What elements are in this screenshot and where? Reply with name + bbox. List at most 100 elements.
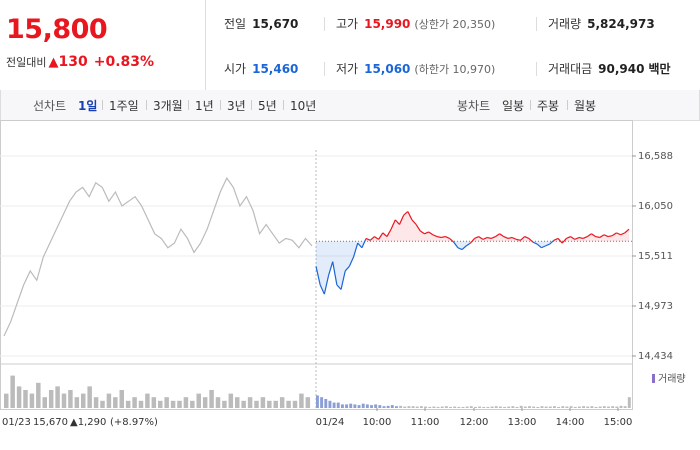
today-segment <box>369 236 375 241</box>
today-segment <box>611 232 617 237</box>
today-segment <box>507 236 513 240</box>
today-area <box>608 235 613 242</box>
volume-bar-prev <box>23 390 28 408</box>
today-segment <box>561 238 567 244</box>
stat-value: 15,670 <box>252 17 299 31</box>
volume-bar-today <box>490 406 494 408</box>
volume-bar-today <box>540 406 544 408</box>
price-chart: 16,588 16,050 15,511 14,973 14,434 거래량 01/24 10… <box>0 120 700 450</box>
period-tab-4[interactable]: 3년 <box>227 99 246 113</box>
stat-label: 시가 <box>224 62 247 76</box>
y-tick-label: 14,973 <box>638 301 673 312</box>
divider <box>251 100 252 110</box>
period-tab-5[interactable]: 5년 <box>258 99 277 113</box>
today-segment <box>411 219 417 225</box>
today-segment <box>332 261 338 285</box>
today-area <box>566 236 571 242</box>
volume-bar-today <box>419 406 423 408</box>
candle-tab-1[interactable]: 주봉 <box>537 99 560 113</box>
period-tab-1[interactable]: 1주일 <box>109 99 139 113</box>
period-tab-0[interactable]: 1일 <box>78 99 98 113</box>
today-segment <box>453 241 459 249</box>
period-tab-6[interactable]: 10년 <box>290 99 317 113</box>
today-segment <box>361 238 367 248</box>
volume-bar-today <box>370 405 373 408</box>
today-area <box>399 215 404 242</box>
today-segment <box>327 261 334 276</box>
volume-bar-today <box>457 406 461 408</box>
y-tick-label: 16,050 <box>638 201 673 212</box>
today-segment <box>382 232 388 238</box>
today-segment <box>424 231 429 235</box>
today-segment <box>474 236 480 239</box>
volume-bar-prev <box>209 390 214 408</box>
volume-bar-prev <box>61 393 67 408</box>
stat-sub: (상한가 20,350) <box>414 18 496 31</box>
volume-bar-prev <box>113 397 118 408</box>
candle-chart-label: 봉차트 <box>457 99 491 113</box>
today-area <box>324 241 329 295</box>
stat-low: 저가 15,060 (하한가 10,970) <box>336 60 495 77</box>
divider <box>567 100 568 110</box>
volume-bar-prev <box>267 400 272 408</box>
today-segment <box>574 236 580 240</box>
volume-bar-prev <box>228 393 234 408</box>
volume-bar-prev <box>247 397 253 408</box>
today-segment <box>511 236 517 240</box>
today-area <box>457 241 463 250</box>
today-segment <box>582 236 588 239</box>
volume-bar-today <box>557 406 561 408</box>
change-value: 130 <box>58 54 88 70</box>
stat-prev-close: 전일 15,670 <box>224 15 298 32</box>
stat-value: 90,940 <box>598 62 645 76</box>
y-tick-label: 14,434 <box>638 351 673 362</box>
today-segment <box>357 242 363 249</box>
volume-bar-prev <box>196 393 201 408</box>
today-segment <box>390 219 396 230</box>
volume-bar-prev <box>279 397 285 408</box>
period-tab-2[interactable]: 3개월 <box>153 99 183 113</box>
volume-bar-prev <box>292 400 298 408</box>
divider <box>324 62 325 76</box>
today-segment <box>319 284 325 295</box>
today-segment <box>566 236 571 239</box>
today-area <box>474 236 479 242</box>
volume-bar-today <box>602 406 606 408</box>
today-segment <box>465 242 471 247</box>
volume-bar-today <box>415 406 419 408</box>
today-area <box>583 236 588 242</box>
volume-bar-today <box>611 406 615 408</box>
today-segment <box>323 275 330 295</box>
stat-label: 거래량 <box>548 17 582 31</box>
volume-bar-today <box>432 406 436 408</box>
volume-bar-prev <box>68 390 73 408</box>
volume-bar-today <box>440 406 444 408</box>
candle-tab-2[interactable]: 월봉 <box>574 99 597 113</box>
volume-bar-today <box>565 406 569 408</box>
volume-bar-today <box>374 404 378 408</box>
x-tick-label: 01/24 <box>316 417 345 428</box>
today-segment <box>578 236 584 240</box>
today-segment <box>415 224 421 232</box>
today-segment <box>420 230 425 235</box>
stat-value: 15,460 <box>252 62 299 76</box>
today-segment <box>398 214 405 225</box>
volume-bar-prev <box>273 400 278 408</box>
plot-frame <box>0 120 633 410</box>
volume-bar-today <box>503 406 507 408</box>
today-segment <box>536 243 542 249</box>
candle-tab-0[interactable]: 일봉 <box>502 99 525 113</box>
y-tick-label: 15,511 <box>638 251 673 262</box>
volume-bar-today <box>424 406 428 408</box>
today-area <box>612 232 617 242</box>
today-segment <box>482 236 488 240</box>
today-segment <box>449 238 455 243</box>
today-segment <box>374 236 379 240</box>
volume-bar-today <box>378 405 382 408</box>
volume-bar-today <box>428 406 432 408</box>
volume-bar-today <box>519 405 523 408</box>
volume-bar-today <box>598 406 602 408</box>
today-segment <box>378 232 384 240</box>
today-area <box>503 236 508 242</box>
period-tab-3[interactable]: 1년 <box>195 99 214 113</box>
